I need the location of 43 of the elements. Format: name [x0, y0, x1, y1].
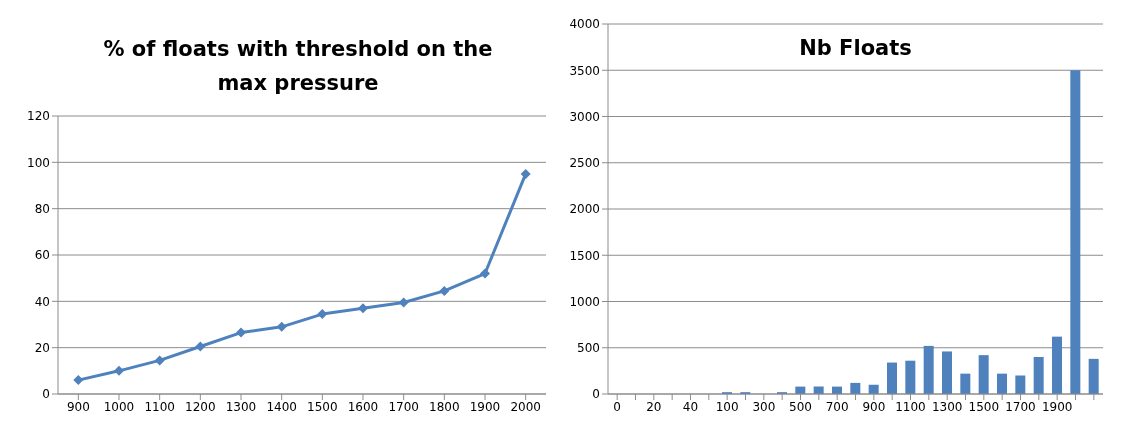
x-tick-label: 1900 — [469, 399, 501, 414]
x-tick-label: 1500 — [307, 399, 338, 414]
x-tick-label: 1300 — [931, 399, 963, 414]
y-tick-label: 60 — [34, 248, 50, 263]
x-tick-label: 1600 — [347, 399, 379, 414]
y-tick-label: 0 — [42, 387, 50, 402]
y-tick-label: 2500 — [569, 156, 600, 171]
x-tick-label: 500 — [789, 399, 812, 414]
y-tick-label: 120 — [27, 109, 50, 124]
x-tick-label: 1500 — [968, 399, 1000, 414]
x-tick-label: 40 — [682, 399, 699, 414]
x-tick-label: 1700 — [388, 399, 419, 414]
y-tick-label: 500 — [577, 341, 600, 356]
y-tick-label: 40 — [34, 294, 50, 309]
x-tick-label: 1300 — [225, 399, 257, 414]
x-tick-label: 900 — [862, 399, 886, 414]
x-tick-label: 2000 — [510, 399, 541, 414]
y-tick-label: 3000 — [569, 109, 600, 124]
x-tick-label: 1100 — [895, 399, 926, 414]
y-tick-label: 100 — [27, 155, 50, 170]
y-tick-label: 3500 — [569, 63, 600, 78]
x-tick-label: 1800 — [429, 399, 460, 414]
x-tick-label: 700 — [825, 399, 849, 414]
x-tick-label: 1900 — [1041, 399, 1073, 414]
y-tick-label: 4000 — [569, 17, 600, 32]
x-tick-label: 1000 — [103, 399, 135, 414]
y-tick-label: 2000 — [569, 202, 600, 217]
x-tick-label: 100 — [715, 399, 739, 414]
x-tick-label: 1700 — [1005, 399, 1036, 414]
x-tick-label: 1200 — [185, 399, 216, 414]
y-tick-label: 1000 — [569, 294, 600, 309]
text: Nb Floats — [798, 36, 913, 60]
y-tick-label: 0 — [592, 387, 600, 402]
x-tick-label: 300 — [752, 399, 776, 414]
y-tick-label: 20 — [34, 340, 50, 355]
x-tick-label: 1100 — [144, 399, 175, 414]
chart-title: % of floats with threshold on the max pressure — [102, 36, 494, 97]
x-tick-label: 900 — [66, 399, 90, 414]
x-tick-label: 1400 — [266, 399, 297, 414]
y-tick-label: 1500 — [569, 248, 600, 263]
x-tick-label: 20 — [646, 399, 662, 414]
x-tick-label: 0 — [613, 399, 621, 414]
y-tick-label: 80 — [34, 201, 50, 216]
